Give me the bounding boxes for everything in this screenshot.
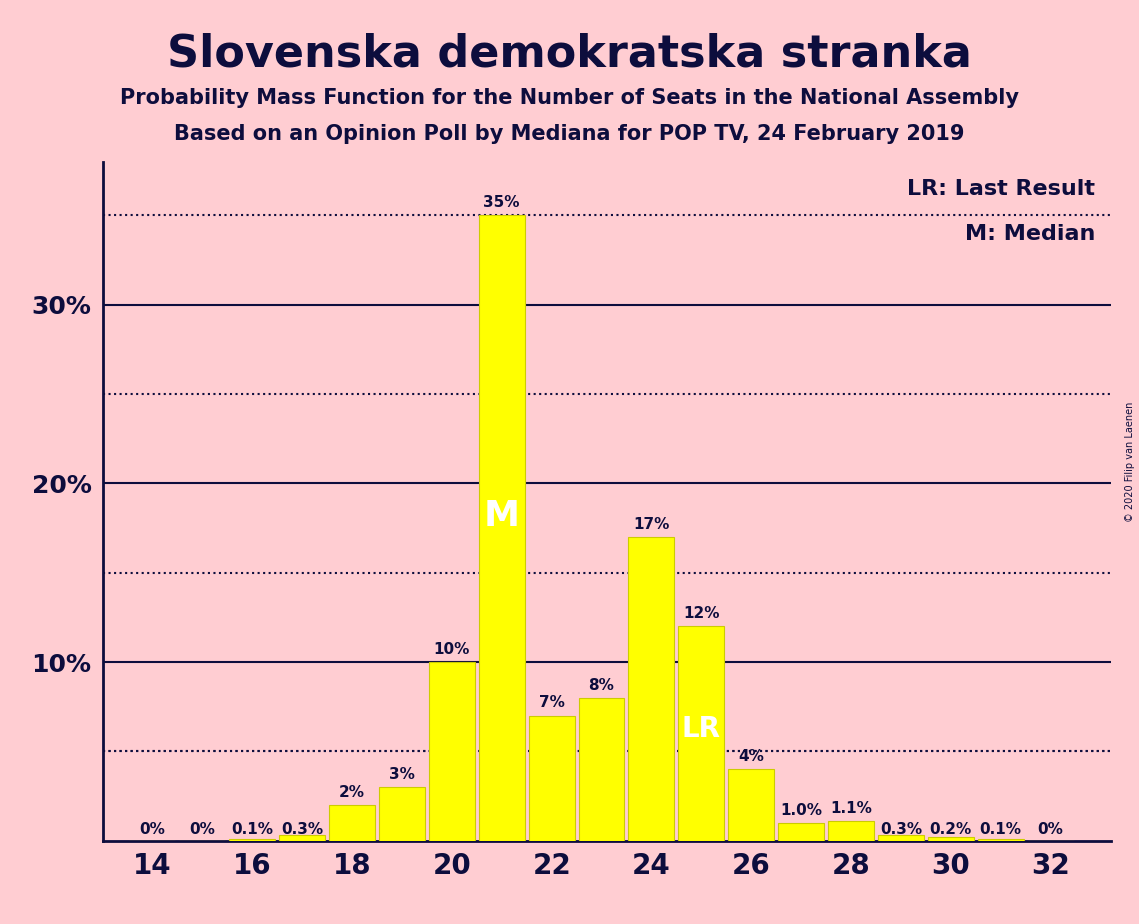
Bar (878, 835, 924, 841)
Text: 8%: 8% (589, 677, 614, 692)
Bar (329, 805, 375, 841)
Bar (977, 839, 1024, 841)
Text: M: Median: M: Median (965, 225, 1096, 244)
Bar (528, 716, 574, 841)
Text: M: M (484, 499, 519, 532)
Text: 7%: 7% (539, 696, 565, 711)
Bar (229, 839, 276, 841)
Bar (579, 698, 624, 841)
Text: 0.2%: 0.2% (929, 822, 972, 837)
Bar (279, 835, 325, 841)
Text: LR: Last Result: LR: Last Result (908, 178, 1096, 199)
Text: 3%: 3% (390, 767, 415, 782)
Text: 17%: 17% (633, 517, 670, 531)
Text: 0.1%: 0.1% (231, 822, 273, 837)
Text: Based on an Opinion Poll by Mediana for POP TV, 24 February 2019: Based on an Opinion Poll by Mediana for … (174, 124, 965, 144)
Bar (379, 787, 425, 841)
Text: 35%: 35% (483, 195, 521, 210)
Text: 0%: 0% (139, 822, 165, 837)
Bar (828, 821, 874, 841)
Text: 12%: 12% (683, 606, 720, 621)
Text: 0.3%: 0.3% (879, 822, 921, 837)
Text: 0%: 0% (1038, 822, 1064, 837)
Text: Slovenska demokratska stranka: Slovenska demokratska stranka (167, 32, 972, 76)
Bar (429, 663, 475, 841)
Text: © 2020 Filip van Laenen: © 2020 Filip van Laenen (1125, 402, 1134, 522)
Text: 2%: 2% (339, 784, 364, 800)
Text: 0%: 0% (189, 822, 215, 837)
Text: 1.0%: 1.0% (780, 803, 822, 818)
Bar (629, 537, 674, 841)
Bar (778, 823, 825, 841)
Text: LR: LR (682, 715, 721, 743)
Bar (478, 215, 525, 841)
Text: 0.3%: 0.3% (281, 822, 323, 837)
Text: 0.1%: 0.1% (980, 822, 1022, 837)
Text: 4%: 4% (738, 749, 764, 764)
Text: 10%: 10% (434, 642, 470, 657)
Bar (679, 626, 724, 841)
Bar (728, 770, 775, 841)
Text: 1.1%: 1.1% (830, 801, 872, 816)
Bar (928, 837, 974, 841)
Text: Probability Mass Function for the Number of Seats in the National Assembly: Probability Mass Function for the Number… (120, 88, 1019, 108)
